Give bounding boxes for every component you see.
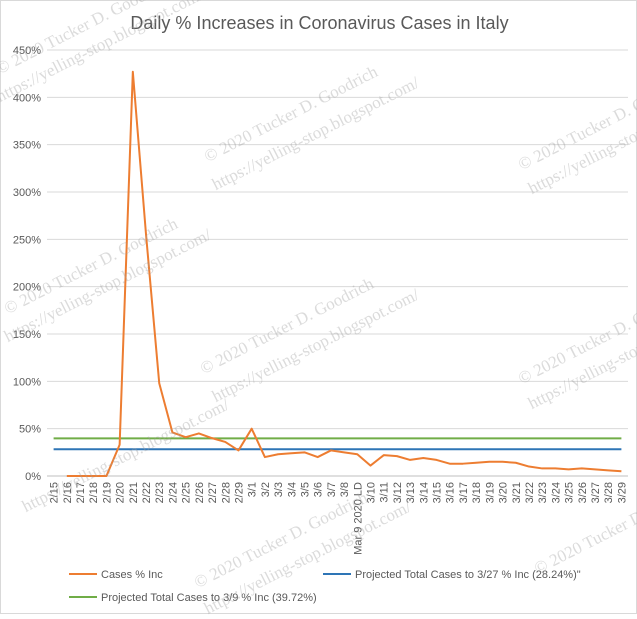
y-tick-label: 350%	[13, 140, 41, 152]
x-tick-label: 3/11	[379, 482, 391, 503]
legend-projected-3-27-label: Projected Total Cases to 3/27 % Inc (28.…	[355, 569, 581, 581]
series-line-cases	[66, 70, 622, 477]
x-tick-label: 2/28	[220, 482, 232, 503]
x-tick-label: 3/12	[392, 482, 404, 503]
x-tick-label: 3/17	[458, 482, 470, 503]
y-tick-label: 0%	[25, 471, 41, 483]
x-tick-label: 3/26	[577, 482, 589, 503]
x-tick-label: 3/22	[524, 482, 536, 503]
x-tick-label: 3/4	[286, 482, 298, 497]
x-tick-label: 3/3	[273, 482, 285, 497]
x-tick-label: 2/27	[207, 482, 219, 503]
x-tick-label: 3/13	[405, 482, 417, 503]
y-tick-label: 400%	[13, 92, 41, 104]
x-tick-label: 3/21	[511, 482, 523, 503]
y-tick-label: 450%	[13, 45, 41, 57]
legend-projected-3-9-label: Projected Total Cases to 3/9 % Inc (39.7…	[101, 592, 317, 604]
legend-cases-label: Cases % Inc	[101, 569, 163, 581]
x-tick-label: 2/16	[62, 482, 74, 503]
x-tick-label: 3/14	[418, 482, 430, 503]
x-tick-label: 3/25	[564, 482, 576, 503]
x-tick-label: 3/7	[326, 482, 338, 497]
y-tick-label: 300%	[13, 187, 41, 199]
x-tick-label: 2/19	[101, 482, 113, 503]
x-tick-label: 3/10	[366, 482, 378, 503]
x-tick-label: 3/18	[471, 482, 483, 503]
y-tick-label: 100%	[13, 376, 41, 388]
y-tick-label: 200%	[13, 282, 41, 294]
x-tick-label: 2/17	[75, 482, 87, 503]
x-tick-label: 3/1	[247, 482, 259, 497]
x-tick-label: 2/15	[49, 482, 61, 503]
x-tick-label: 2/23	[154, 482, 166, 503]
x-tick-label: 3/28	[603, 482, 615, 503]
x-tick-label: 3/23	[537, 482, 549, 503]
y-tick-label: 250%	[13, 234, 41, 246]
x-tick-label: 2/18	[88, 482, 100, 503]
chart-title: Daily % Increases in Coronavirus Cases i…	[130, 13, 509, 33]
x-tick-label: 3/20	[498, 482, 510, 503]
y-tick-label: 150%	[13, 329, 41, 341]
x-tick-label: 3/24	[550, 482, 562, 503]
x-tick-label: 2/21	[128, 482, 140, 503]
x-tick-label: 2/25	[181, 482, 193, 503]
x-tick-label: 2/24	[167, 482, 179, 503]
x-tick-label: 3/2	[260, 482, 272, 497]
x-tick-label: 2/20	[115, 482, 127, 503]
x-tick-label: Mar 9 2020 LD	[352, 482, 364, 555]
y-tick-label: 50%	[19, 424, 41, 436]
x-tick-label: 2/26	[194, 482, 206, 503]
x-tick-label: 3/5	[299, 482, 311, 497]
x-tick-label: 3/27	[590, 482, 602, 503]
x-tick-label: 3/6	[313, 482, 325, 497]
x-tick-label: 3/29	[616, 482, 628, 503]
x-tick-label: 3/15	[432, 482, 444, 503]
x-tick-label: 3/16	[445, 482, 457, 503]
x-tick-label: 3/19	[484, 482, 496, 503]
x-tick-label: 2/22	[141, 482, 153, 503]
x-tick-label: 2/29	[233, 482, 245, 503]
x-tick-label: 3/8	[339, 482, 351, 497]
